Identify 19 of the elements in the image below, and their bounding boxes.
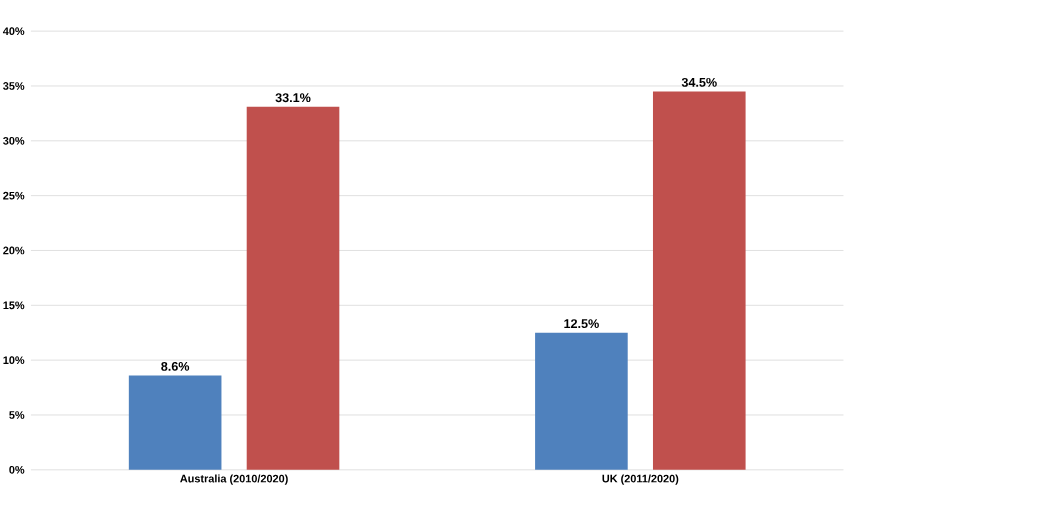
y-tick-label: 10%	[3, 356, 25, 365]
y-tick-label: 0%	[9, 466, 25, 474]
y-tick-label: 20%	[3, 246, 25, 255]
bar	[652, 91, 746, 470]
data-label: 12.5%	[564, 319, 599, 329]
x-tick-label: UK (2011/2020)	[602, 474, 679, 485]
x-tick-label: Australia (2010/2020)	[180, 474, 288, 485]
y-tick-label: 15%	[3, 301, 25, 310]
data-label: 8.6%	[161, 362, 190, 371]
data-label: 33.1%	[275, 93, 311, 103]
bar	[128, 375, 222, 470]
bar	[246, 106, 340, 470]
y-tick-label: 25%	[3, 191, 25, 200]
y-tick-label: 35%	[3, 82, 25, 90]
y-tick-label: 40%	[2, 27, 25, 36]
data-label: 34.5%	[681, 78, 717, 87]
y-tick-label: 5%	[9, 411, 25, 419]
bar	[535, 332, 628, 470]
y-tick-label: 30%	[3, 137, 25, 145]
